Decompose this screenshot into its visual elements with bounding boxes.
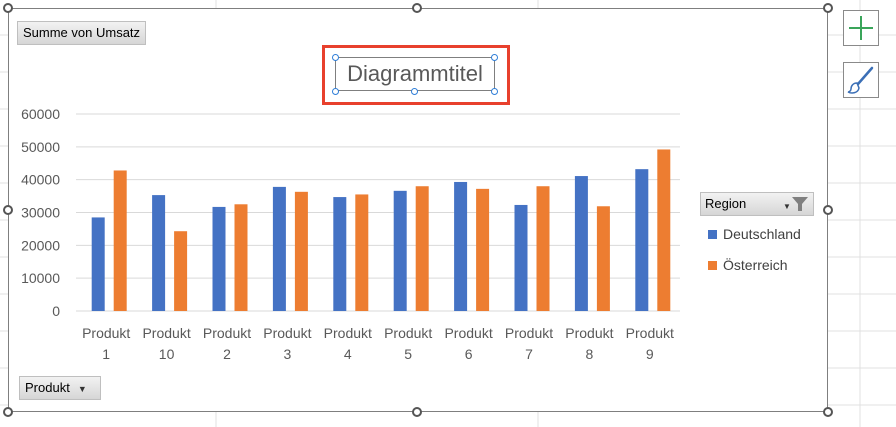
svg-text:▼: ▼	[783, 202, 791, 211]
resize-handle-top[interactable]	[412, 3, 422, 13]
dropdown-arrow-icon: ▼	[77, 384, 87, 394]
x-tick-label: Produkt	[263, 325, 311, 341]
chart-title[interactable]: Diagrammtitel	[335, 57, 495, 91]
resize-handle-right[interactable]	[823, 205, 833, 215]
x-tick-label: Produkt	[82, 325, 130, 341]
x-tick-label: 10	[159, 346, 175, 362]
resize-handle-bottom[interactable]	[412, 407, 422, 417]
x-tick-label: 6	[465, 346, 473, 362]
resize-handle-left[interactable]	[3, 205, 13, 215]
title-selection-outline: Diagrammtitel	[322, 45, 510, 105]
legend-field-button[interactable]: Region ▼	[700, 192, 814, 216]
bar-oesterreich	[657, 149, 671, 311]
x-tick-label: Produkt	[384, 325, 432, 341]
x-tick-label: 2	[223, 346, 231, 362]
x-tick-label: Produkt	[565, 325, 613, 341]
bar-deutschland	[333, 197, 347, 311]
y-tick-label: 30000	[21, 205, 60, 221]
title-handle-top-left[interactable]	[332, 54, 339, 61]
legend-swatch-deutschland	[708, 230, 717, 239]
chart-styles-button[interactable]	[843, 62, 879, 98]
value-field-label: Summe von Umsatz	[23, 25, 141, 40]
legend-field-label: Region	[705, 196, 747, 211]
legend-label-oesterreich: Österreich	[723, 257, 788, 273]
x-tick-label: 7	[525, 346, 533, 362]
y-tick-label: 20000	[21, 237, 60, 253]
title-handle-top-right[interactable]	[491, 54, 498, 61]
legend-item-oesterreich: Österreich	[708, 257, 788, 273]
y-tick-label: 40000	[21, 172, 60, 188]
x-tick-label: 8	[586, 346, 594, 362]
bar-deutschland	[272, 186, 286, 311]
y-tick-label: 60000	[21, 106, 60, 122]
y-tick-label: 50000	[21, 139, 60, 155]
plus-icon	[849, 16, 873, 40]
chart-elements-button[interactable]	[843, 10, 879, 46]
bar-deutschland	[454, 181, 468, 311]
bar-deutschland	[635, 169, 649, 311]
x-tick-label: 5	[404, 346, 412, 362]
bar-deutschland	[212, 206, 226, 311]
bar-deutschland	[91, 217, 105, 311]
bar-oesterreich	[596, 206, 610, 311]
row-field-button[interactable]: Produkt ▼	[19, 376, 101, 400]
bar-oesterreich	[536, 186, 550, 311]
bar-oesterreich	[234, 204, 248, 311]
bar-oesterreich	[415, 186, 429, 311]
y-tick-label: 0	[52, 303, 60, 319]
x-tick-label: 3	[284, 346, 292, 362]
y-tick-label: 10000	[21, 270, 60, 286]
title-handle-bottom-right[interactable]	[491, 88, 498, 95]
value-field-button[interactable]: Summe von Umsatz	[17, 21, 147, 45]
bar-oesterreich	[476, 188, 490, 311]
resize-handle-bottom-right[interactable]	[823, 407, 833, 417]
legend-item-deutschland: Deutschland	[708, 226, 801, 242]
bar-oesterreich	[355, 194, 369, 311]
x-tick-label: 4	[344, 346, 352, 362]
x-tick-label: Produkt	[142, 325, 190, 341]
x-tick-label: 1	[102, 346, 110, 362]
x-tick-label: Produkt	[203, 325, 251, 341]
resize-handle-top-left[interactable]	[3, 3, 13, 13]
bar-deutschland	[152, 195, 166, 311]
x-tick-label: Produkt	[324, 325, 372, 341]
bar-deutschland	[514, 204, 528, 311]
filter-icon[interactable]: ▼	[781, 195, 811, 213]
resize-handle-bottom-left[interactable]	[3, 407, 13, 417]
resize-handle-top-right[interactable]	[823, 3, 833, 13]
row-field-label: Produkt	[25, 380, 70, 395]
brush-icon	[847, 66, 874, 94]
x-tick-label: Produkt	[444, 325, 492, 341]
bar-oesterreich	[294, 191, 308, 311]
legend-swatch-oesterreich	[708, 261, 717, 270]
x-tick-label: 9	[646, 346, 654, 362]
x-tick-label: Produkt	[505, 325, 553, 341]
bar-deutschland	[574, 176, 588, 311]
x-tick-label: Produkt	[626, 325, 674, 341]
title-handle-bottom-left[interactable]	[332, 88, 339, 95]
bar-oesterreich	[174, 231, 188, 311]
bar-oesterreich	[113, 170, 127, 311]
legend-label-deutschland: Deutschland	[723, 226, 801, 242]
title-handle-bottom[interactable]	[411, 88, 418, 95]
bar-deutschland	[393, 190, 407, 311]
